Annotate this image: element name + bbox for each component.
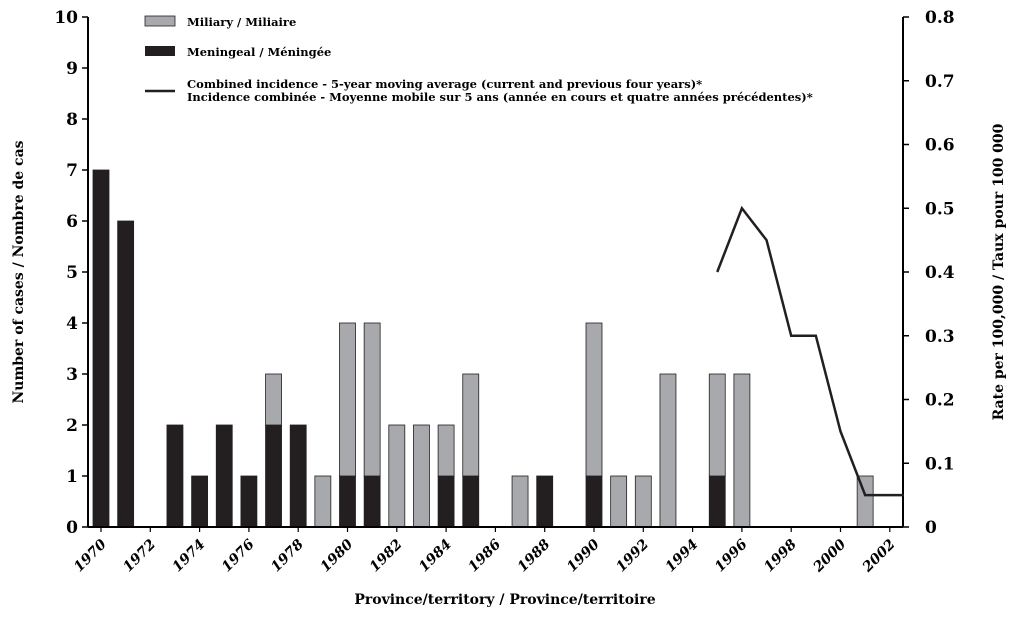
bars-layer	[92, 169, 874, 528]
bar-meningeal-1981	[363, 475, 381, 528]
bar-miliary-1979	[314, 475, 332, 528]
series-line-moving-average	[716, 205, 904, 497]
bar-miliary-1996	[733, 373, 751, 528]
x-tick-label-1986: 1986	[465, 536, 504, 575]
x-tick-label-1996: 1996	[712, 536, 751, 575]
y2-tick-label-0.3: 0.3	[925, 327, 955, 347]
legend-label-line-fr: Incidence combinée - Moyenne mobile sur …	[187, 90, 813, 104]
y2-tick-label-0.6: 0.6	[925, 136, 955, 156]
x-tick-label-1970: 1970	[71, 536, 110, 575]
bar-miliary-1977	[265, 373, 282, 426]
bar-meningeal-1975	[215, 424, 233, 528]
bar-miliary-1985	[462, 373, 480, 477]
bar-miliary-1995	[708, 373, 726, 477]
y2-tick-label-0.8: 0.8	[925, 8, 955, 28]
y2-axis-title: Rate per 100,000 / Taux pour 100 000	[991, 123, 1007, 420]
bar-miliary-1983	[413, 424, 430, 528]
legend-swatch-miliary	[144, 15, 176, 27]
legend: Miliary / Miliaire Meningeal / Méningée …	[144, 15, 813, 104]
bar-meningeal-1970	[92, 169, 110, 528]
x-tick-label-1994: 1994	[663, 537, 702, 576]
y2-tick-label-0.1: 0.1	[925, 454, 955, 474]
y-tick-label-6: 6	[66, 212, 78, 232]
y-tick-label-9: 9	[66, 59, 78, 79]
y-tick-label-4: 4	[66, 314, 78, 334]
x-tick-label-1976: 1976	[219, 536, 258, 575]
bar-miliary-1992	[634, 475, 652, 528]
bar-meningeal-1973	[166, 424, 184, 528]
bar-miliary-1980	[339, 322, 356, 477]
x-tick-label-1972: 1972	[120, 536, 159, 575]
bar-miliary-1990	[585, 322, 603, 477]
bar-meningeal-1971	[117, 220, 135, 528]
y-tick-label-5: 5	[66, 263, 78, 283]
x-tick-label-2002: 2002	[859, 536, 899, 576]
y-tick-label-2: 2	[66, 416, 78, 436]
bar-meningeal-1977	[265, 424, 282, 528]
x-axis-title: Province/territory / Province/territoire	[354, 592, 655, 608]
x-tick-label-1982: 1982	[367, 536, 406, 575]
bar-meningeal-1976	[240, 475, 258, 528]
x-tick-label-1984: 1984	[416, 537, 455, 576]
legend-label-meningeal: Meningeal / Méningée	[187, 45, 331, 59]
x-tick-label-1978: 1978	[268, 536, 307, 575]
bar-meningeal-1985	[462, 475, 480, 528]
legend-label-miliary: Miliary / Miliaire	[187, 15, 296, 29]
bar-miliary-1982	[388, 424, 406, 528]
y-tick-label-8: 8	[66, 110, 78, 130]
y2-tick-label-0.4: 0.4	[925, 263, 955, 283]
x-tick-label-1990: 1990	[564, 536, 603, 575]
y2-tick-label-0.2: 0.2	[925, 391, 955, 411]
y-tick-label-0: 0	[66, 518, 78, 538]
x-tick-label-1988: 1988	[515, 536, 554, 575]
y-tick-label-3: 3	[66, 365, 78, 385]
y-tick-label-10: 10	[54, 8, 78, 28]
legend-swatch-meningeal	[145, 46, 175, 56]
bar-miliary-1991	[610, 475, 628, 528]
x-tick-label-2000: 2000	[810, 536, 850, 576]
bar-meningeal-1984	[437, 475, 455, 528]
bar-meningeal-1978	[289, 424, 307, 528]
x-tick-label-1980: 1980	[317, 536, 356, 575]
x-tick-label-1974: 1974	[170, 537, 209, 576]
y-axis-title: Number of cases / Nombre de cas	[11, 140, 27, 403]
bar-miliary-1981	[363, 322, 381, 477]
bar-meningeal-1988	[536, 475, 554, 528]
y2-tick-label-0.7: 0.7	[925, 72, 955, 92]
y2-tick-label-0: 0	[925, 518, 937, 538]
bar-meningeal-1980	[339, 475, 356, 528]
bar-miliary-1993	[659, 373, 677, 528]
bar-meningeal-1990	[585, 475, 603, 528]
y2-tick-label-0.5: 0.5	[925, 199, 955, 219]
bar-meningeal-1995	[708, 475, 726, 528]
y-tick-label-7: 7	[66, 161, 78, 181]
x-tick-label-1992: 1992	[613, 536, 652, 575]
line-layer	[716, 205, 904, 497]
legend-label-line: Combined incidence - 5-year moving avera…	[187, 77, 702, 91]
bar-miliary-1987	[511, 475, 529, 528]
x-tick-label-1998: 1998	[761, 536, 800, 575]
y-tick-label-1: 1	[66, 467, 78, 487]
bar-meningeal-1974	[191, 475, 209, 528]
bar-miliary-1984	[437, 424, 455, 477]
